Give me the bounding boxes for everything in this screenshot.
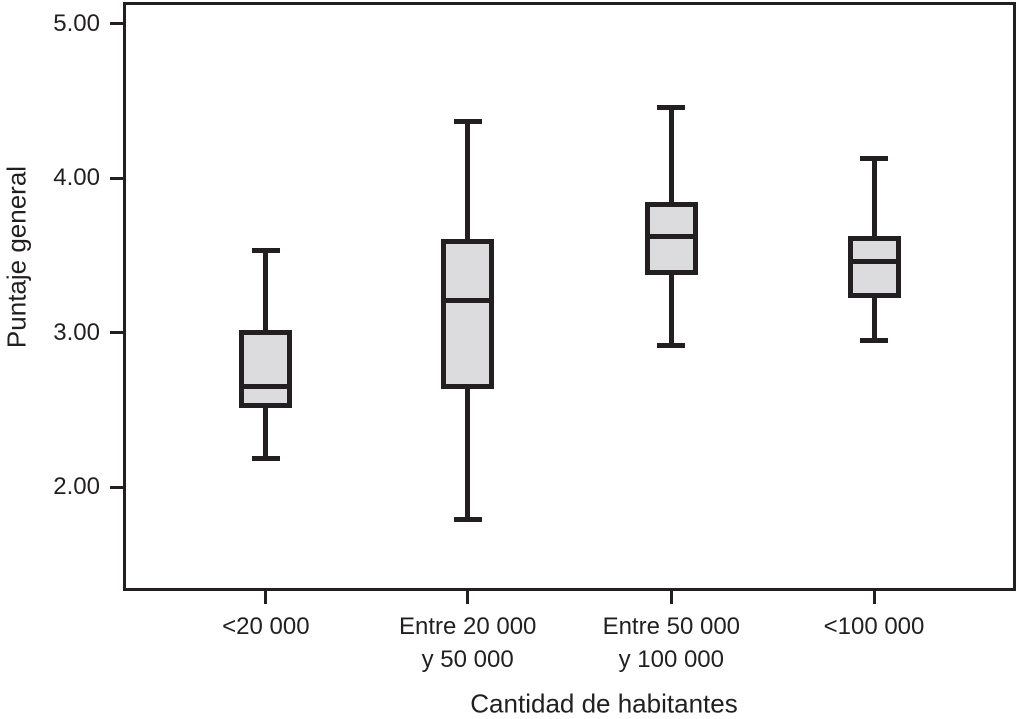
whisker-cap-top <box>453 118 482 124</box>
median-line <box>446 297 490 303</box>
whisker-cap-bottom <box>453 517 482 523</box>
x-axis-title: Cantidad de habitantes <box>470 688 738 719</box>
x-category-label: Entre 20 000 y 50 000 <box>398 613 537 673</box>
whisker-cap-bottom <box>657 342 686 348</box>
y-tick-label: 5.00 <box>53 9 100 37</box>
y-tick-label: 4.00 <box>53 164 100 192</box>
box-rect <box>847 236 901 299</box>
y-tick-mark <box>110 22 123 26</box>
whisker-cap-top <box>251 248 280 254</box>
box-rect <box>239 330 293 408</box>
y-tick-label: 3.00 <box>53 318 100 346</box>
y-tick-mark <box>110 485 123 489</box>
y-tick-mark <box>110 331 123 335</box>
box-rect <box>441 239 495 390</box>
y-tick-mark <box>110 176 123 180</box>
y-tick-label: 2.00 <box>53 473 100 501</box>
whisker-cap-top <box>657 104 686 110</box>
x-category-label: <20 000 <box>222 613 310 640</box>
x-tick-mark <box>872 591 876 604</box>
x-tick-mark <box>669 591 673 604</box>
median-line <box>649 234 693 240</box>
median-line <box>244 384 288 390</box>
whisker-cap-bottom <box>860 338 888 344</box>
x-category-label: Entre 50 000 y 100 000 <box>602 613 741 673</box>
whisker-cap-top <box>860 155 888 161</box>
whisker-cap-bottom <box>251 455 280 461</box>
median-line <box>852 259 896 265</box>
y-axis-title: Puntaje general <box>1 165 32 349</box>
x-category-label: <100 000 <box>823 613 925 640</box>
x-tick-mark <box>466 591 470 604</box>
x-tick-mark <box>264 591 268 604</box>
